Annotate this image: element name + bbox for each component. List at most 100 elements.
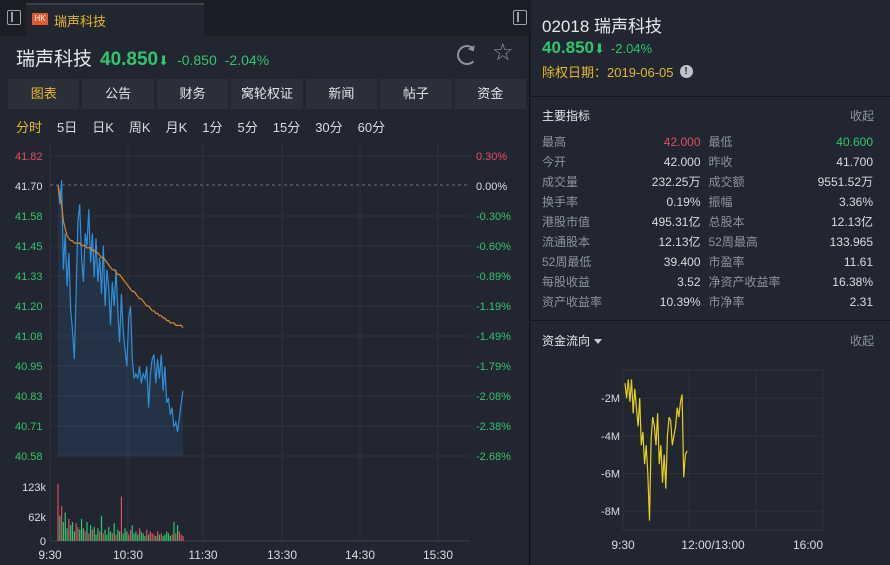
metric-value: 3.52: [677, 275, 701, 289]
metrics-header: 主要指标: [542, 109, 591, 123]
metric-value: 42.000: [663, 155, 701, 169]
y-tick-right: 0.30%: [476, 151, 507, 163]
tab-4[interactable]: 新闻: [305, 79, 378, 109]
fund-flow-header[interactable]: 资金流向: [542, 332, 603, 349]
metric-value: 41.700: [836, 155, 873, 169]
y-tick-right: 0.00%: [476, 181, 507, 193]
panel-toggle-icon[interactable]: [513, 10, 527, 25]
y-tick-right: -1.79%: [476, 361, 511, 373]
metric-cell: 最高 42.000: [542, 132, 709, 152]
x-tick: 14:30: [345, 548, 375, 562]
volume-tick: 0: [40, 536, 46, 548]
flow-x-tick: 16:00: [793, 538, 823, 552]
fund-flow-chart: -2M -4M -6M -8M 9:30 12:00/13:00 16:00: [601, 369, 824, 552]
content-tabs: 图表 公告 财务 窝轮权证 新闻 帖子 资金: [8, 79, 526, 109]
metric-label: 最高: [542, 135, 567, 149]
y-tick-right: -2.68%: [476, 451, 511, 463]
period-7[interactable]: 15分: [272, 120, 301, 135]
period-6[interactable]: 5分: [237, 120, 258, 135]
metric-row: 今开 42.000 昨收 41.700: [542, 152, 875, 172]
exdividend-label: 除权日期：: [542, 65, 608, 80]
sidebar-toggle-icon[interactable]: [7, 10, 21, 25]
period-5[interactable]: 1分: [202, 120, 223, 135]
y-tick-right: -0.89%: [476, 271, 511, 283]
quote-panel: HK 瑞声科技 瑞声科技 40.850⬇ -0.850 -2.04% ☆ 图表公…: [0, 0, 530, 565]
metric-value: 232.25万: [651, 175, 701, 189]
tab-2[interactable]: 财务: [156, 79, 229, 109]
refresh-icon[interactable]: [457, 45, 477, 65]
price-line: [57, 180, 184, 432]
metrics-collapse-button[interactable]: 收起: [849, 109, 874, 123]
volume-tick: 62k: [28, 512, 46, 524]
metric-row: 换手率 0.19% 振幅 3.36%: [542, 192, 875, 212]
metric-label: 成交量: [542, 175, 579, 189]
x-tick: 10:30: [113, 548, 143, 562]
metric-cell: 换手率 0.19%: [542, 192, 709, 212]
divider: [531, 96, 890, 97]
metric-label: 换手率: [542, 195, 579, 209]
metric-value: 9551.52万: [817, 175, 873, 189]
detail-title: 02018 瑞声科技: [542, 17, 662, 36]
period-2[interactable]: 日K: [92, 120, 114, 135]
flow-x-tick: 9:30: [611, 538, 635, 552]
tab-0[interactable]: 图表: [8, 79, 80, 109]
metric-value: 39.400: [663, 255, 701, 269]
info-icon[interactable]: !: [679, 65, 693, 78]
y-tick-right: -2.08%: [476, 391, 511, 403]
metric-cell: 昨收 41.700: [709, 152, 876, 172]
metric-row: 成交量 232.25万 成交额 9551.52万: [542, 172, 875, 192]
avg-line: [57, 184, 184, 329]
stock-tab-label: 瑞声科技: [54, 14, 107, 29]
metrics-grid: 最高 42.000 最低 40.600 今开 42.000 昨收 41.700 成交量 232.2…: [542, 132, 875, 312]
period-0[interactable]: 分时: [16, 120, 43, 135]
metric-label: 昨收: [708, 155, 733, 169]
y-tick-left: 40.83: [15, 391, 43, 403]
metric-cell: 振幅 3.36%: [709, 192, 876, 212]
metric-label: 市盈率: [708, 255, 745, 269]
period-8[interactable]: 30分: [315, 120, 343, 135]
metric-value: 0.19%: [666, 195, 701, 209]
price-change-pct: -2.04%: [224, 52, 270, 68]
x-tick: 13:30: [267, 548, 297, 562]
metric-value: 12.13亿: [658, 235, 701, 249]
tab-strip: HK 瑞声科技: [0, 0, 530, 36]
tab-5[interactable]: 帖子: [380, 79, 452, 109]
metric-value: 42.000: [663, 135, 701, 149]
period-1[interactable]: 5日: [57, 120, 78, 135]
period-4[interactable]: 月K: [165, 120, 188, 135]
flow-y-tick: -4M: [601, 431, 620, 443]
x-tick: 9:30: [38, 548, 62, 562]
y-tick-left: 41.33: [15, 271, 43, 283]
metric-value: 11.61: [843, 255, 873, 269]
period-9[interactable]: 60分: [357, 120, 386, 135]
tab-6[interactable]: 资金: [454, 79, 526, 109]
metric-cell: 港股市值 495.31亿: [542, 212, 709, 232]
detail-price: 40.850: [542, 38, 594, 57]
metric-value: 16.38%: [832, 275, 873, 289]
metric-cell: 总股本 12.13亿: [709, 212, 876, 232]
metric-value: 133.965: [829, 235, 873, 249]
x-tick: 11:30: [188, 548, 217, 562]
period-3[interactable]: 周K: [128, 120, 151, 135]
y-tick-right: -1.19%: [476, 301, 511, 313]
metric-cell: 52周最低 39.400: [542, 252, 709, 272]
stock-tab[interactable]: HK 瑞声科技: [26, 3, 204, 36]
fund-flow-collapse-button[interactable]: 收起: [849, 334, 874, 348]
metric-cell: 市盈率 11.61: [709, 252, 876, 272]
metric-row: 每股收益 3.52 净资产收益率 16.38%: [542, 272, 875, 292]
tab-1[interactable]: 公告: [82, 79, 154, 109]
metric-row: 52周最低 39.400 市盈率 11.61: [542, 252, 875, 272]
metric-value: 3.36%: [838, 195, 873, 209]
metric-row: 最高 42.000 最低 40.600: [542, 132, 875, 152]
metric-cell: 成交额 9551.52万: [709, 172, 876, 192]
exdividend-date: 除权日期：2019-06-05 !: [542, 62, 693, 81]
intraday-chart[interactable]: 41.82 41.70 41.58 41.45 41.33 41.20 41.08 40.95…: [0, 144, 530, 565]
detail-change-pct: -2.04%: [610, 41, 653, 56]
star-icon[interactable]: ☆: [492, 39, 514, 66]
metric-cell: 今开 42.000: [542, 152, 709, 172]
detail-price-row: 40.850⬇ -2.04%: [542, 38, 652, 58]
tab-3[interactable]: 窝轮权证: [231, 79, 303, 109]
metric-row: 港股市值 495.31亿 总股本 12.13亿: [542, 212, 875, 232]
metric-label: 52周最高: [708, 235, 758, 249]
y-tick-left: 41.70: [15, 181, 43, 193]
